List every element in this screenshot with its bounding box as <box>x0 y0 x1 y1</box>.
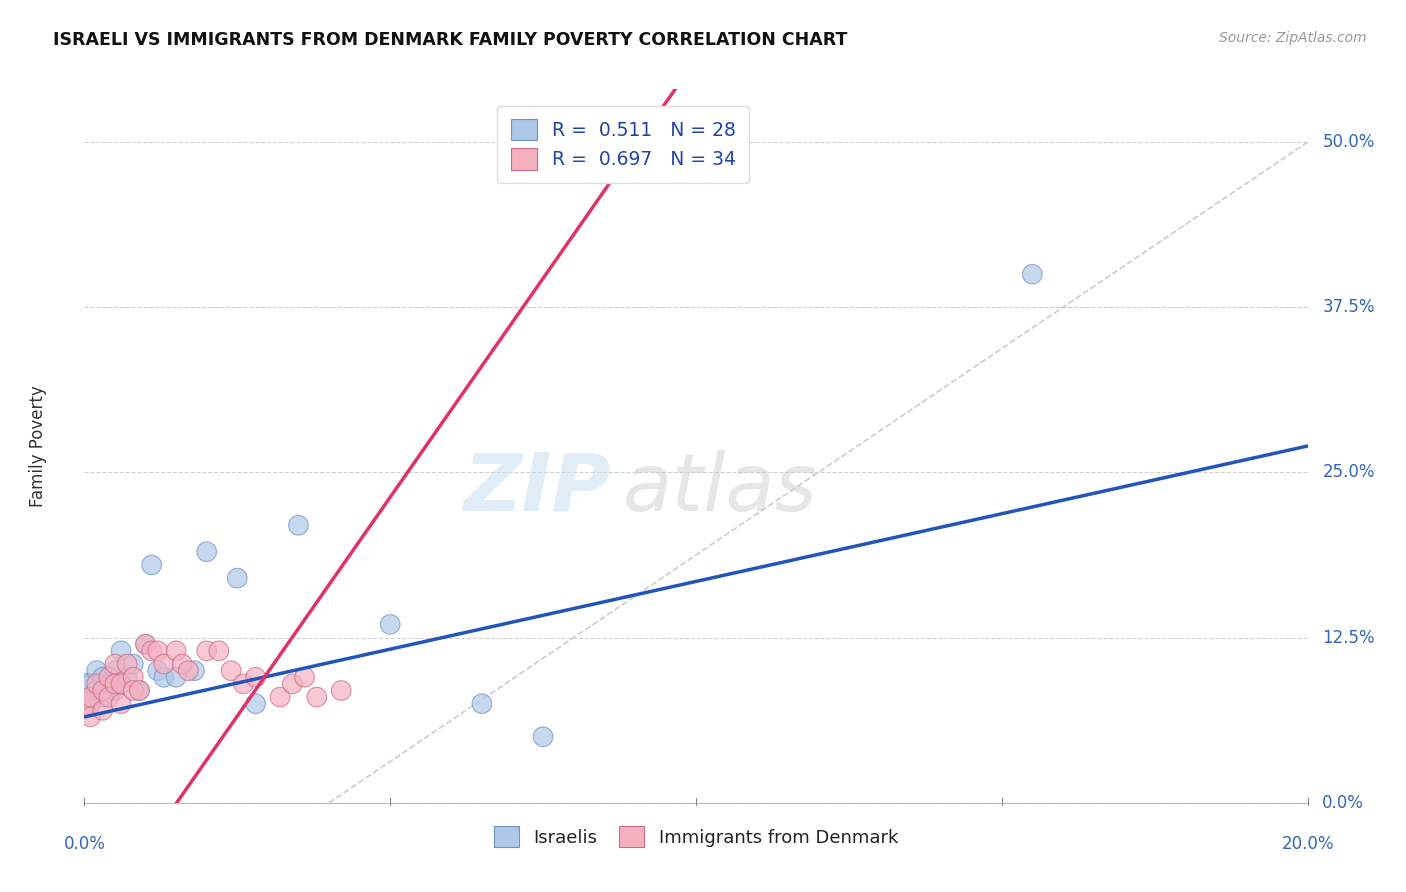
Point <box>104 677 127 691</box>
Point <box>115 670 138 684</box>
Point <box>281 677 304 691</box>
Point <box>471 697 494 711</box>
Point <box>305 690 328 704</box>
Text: 12.5%: 12.5% <box>1322 629 1375 647</box>
Point <box>153 657 176 671</box>
Point <box>232 677 254 691</box>
Point <box>104 657 127 671</box>
Text: 37.5%: 37.5% <box>1322 298 1375 317</box>
Text: 20.0%: 20.0% <box>1281 835 1334 853</box>
Point <box>91 690 114 704</box>
Point <box>91 670 114 684</box>
Point <box>165 644 187 658</box>
Point <box>245 697 267 711</box>
Point <box>135 637 157 651</box>
Point <box>79 697 101 711</box>
Point <box>141 558 163 572</box>
Text: ZIP: ZIP <box>463 450 610 528</box>
Point <box>76 683 98 698</box>
Point <box>287 518 309 533</box>
Point <box>122 657 145 671</box>
Point <box>135 637 157 651</box>
Point <box>165 670 187 684</box>
Point <box>91 703 114 717</box>
Point <box>110 697 132 711</box>
Point <box>104 683 127 698</box>
Point <box>91 683 114 698</box>
Point <box>97 677 120 691</box>
Point <box>97 670 120 684</box>
Point <box>531 730 554 744</box>
Text: atlas: atlas <box>623 450 817 528</box>
Point <box>294 670 316 684</box>
Point <box>104 664 127 678</box>
Point <box>122 670 145 684</box>
Point <box>79 677 101 691</box>
Point <box>153 670 176 684</box>
Point <box>195 644 218 658</box>
Point <box>128 683 150 698</box>
Text: 0.0%: 0.0% <box>63 835 105 853</box>
Point <box>177 664 200 678</box>
Point <box>79 710 101 724</box>
Point <box>1021 267 1043 281</box>
Point <box>115 657 138 671</box>
Point <box>79 690 101 704</box>
Text: ISRAELI VS IMMIGRANTS FROM DENMARK FAMILY POVERTY CORRELATION CHART: ISRAELI VS IMMIGRANTS FROM DENMARK FAMIL… <box>53 31 848 49</box>
Point <box>141 644 163 658</box>
Point <box>183 664 205 678</box>
Point <box>86 664 108 678</box>
Text: 25.0%: 25.0% <box>1322 464 1375 482</box>
Text: Source: ZipAtlas.com: Source: ZipAtlas.com <box>1219 31 1367 45</box>
Point <box>208 644 231 658</box>
Point <box>219 664 242 678</box>
Point <box>97 690 120 704</box>
Point <box>146 664 169 678</box>
Legend: Israelis, Immigrants from Denmark: Israelis, Immigrants from Denmark <box>482 815 910 858</box>
Point <box>195 545 218 559</box>
Point <box>128 683 150 698</box>
Point <box>245 670 267 684</box>
Point <box>110 644 132 658</box>
Point <box>226 571 249 585</box>
Point <box>76 697 98 711</box>
Point <box>86 683 108 698</box>
Point <box>122 683 145 698</box>
Point <box>269 690 291 704</box>
Point <box>146 644 169 658</box>
Point <box>380 617 402 632</box>
Point <box>86 677 108 691</box>
Text: 0.0%: 0.0% <box>1322 794 1364 812</box>
Point <box>330 683 353 698</box>
Text: Family Poverty: Family Poverty <box>30 385 46 507</box>
Point <box>172 657 194 671</box>
Point <box>110 677 132 691</box>
Text: 50.0%: 50.0% <box>1322 133 1375 151</box>
